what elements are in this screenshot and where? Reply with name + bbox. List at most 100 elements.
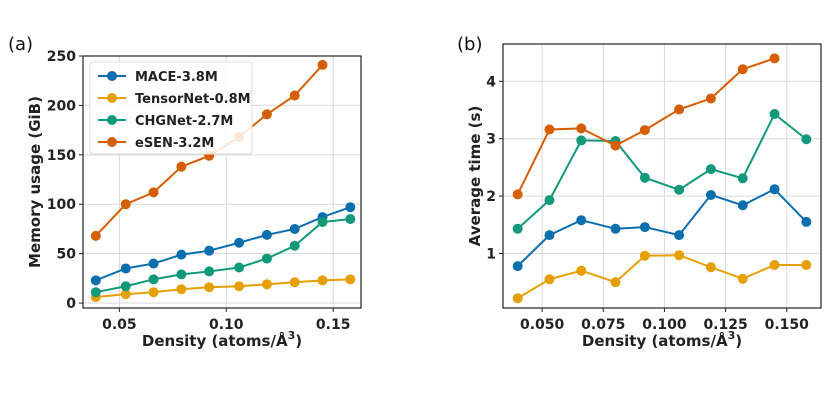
data-point-mace-3-8m — [639, 222, 650, 233]
data-point-esen-3-2m — [639, 125, 650, 136]
y-tick-label: 2 — [486, 189, 496, 205]
data-point-esen-3-2m — [317, 59, 328, 70]
y-tick-label: 4 — [486, 74, 496, 90]
data-point-esen-3-2m — [176, 161, 187, 172]
data-point-tensornet-0-8m — [769, 259, 780, 270]
data-point-tensornet-0-8m — [801, 259, 812, 270]
legend-box — [89, 61, 253, 155]
data-point-mace-3-8m — [610, 223, 621, 234]
data-point-chgnet-2-7m — [544, 195, 555, 206]
data-point-mace-3-8m — [90, 275, 101, 286]
series-line-mace-3-8m — [516, 187, 808, 267]
data-point-mace-3-8m — [261, 229, 272, 240]
data-point-tensornet-0-8m — [705, 262, 716, 273]
data-point-mace-3-8m — [737, 200, 748, 211]
y-tick-label: 0 — [66, 296, 76, 312]
y-tick-label: 50 — [57, 247, 77, 263]
data-point-mace-3-8m — [204, 245, 215, 256]
legend-label-tensornet-0-8m: TensorNet-0.8M — [135, 92, 251, 107]
x-tick-label: 0.150 — [765, 317, 810, 333]
data-point-esen-3-2m — [769, 53, 780, 64]
legend-label-chgnet-2-7m: CHGNet-2.7M — [135, 114, 233, 129]
data-point-esen-3-2m — [120, 199, 131, 210]
data-point-esen-3-2m — [90, 230, 101, 241]
legend-marker-tensornet-0-8m — [107, 93, 117, 103]
y-axis-label: Memory usage (GiB) — [26, 96, 44, 268]
data-point-chgnet-2-7m — [234, 262, 245, 273]
data-point-tensornet-0-8m — [261, 279, 272, 290]
series-line-chgnet-2-7m — [517, 112, 807, 230]
data-point-tensornet-0-8m — [639, 250, 650, 261]
data-point-chgnet-2-7m — [512, 223, 523, 234]
data-point-mace-3-8m — [801, 216, 812, 227]
panel-a-memory-chart: 0 50 100 150 200 250 0.05 0.10 0.15 (a) Memory usa… — [8, 34, 362, 350]
data-point-esen-3-2m — [576, 123, 587, 134]
legend: MACE-3.8M TensorNet-0.8M CHGNet-2.7M eSEN-3… — [89, 61, 253, 155]
data-point-chgnet-2-7m — [289, 240, 300, 251]
data-point-chgnet-2-7m — [176, 269, 187, 280]
data-point-tensornet-0-8m — [148, 287, 159, 298]
data-point-tensornet-0-8m — [544, 274, 555, 285]
x-axis-label-close: ) — [295, 332, 302, 350]
data-point-chgnet-2-7m — [639, 172, 650, 183]
data-point-chgnet-2-7m — [204, 266, 215, 277]
data-point-mace-3-8m — [148, 258, 159, 269]
data-point-tensornet-0-8m — [176, 284, 187, 295]
data-point-esen-3-2m — [674, 104, 685, 115]
data-point-chgnet-2-7m — [801, 134, 812, 145]
data-point-tensornet-0-8m — [204, 282, 215, 293]
data-point-mace-3-8m — [769, 184, 780, 195]
y-tick-label: 1 — [486, 246, 496, 262]
data-point-esen-3-2m — [705, 93, 716, 104]
data-point-chgnet-2-7m — [705, 164, 716, 175]
legend-label-esen-3-2m: eSEN-3.2M — [135, 136, 214, 151]
data-point-chgnet-2-7m — [769, 109, 780, 120]
x-tick-label: 0.125 — [703, 317, 747, 333]
legend-label-mace-3-8m: MACE-3.8M — [135, 70, 218, 85]
data-point-mace-3-8m — [544, 230, 555, 241]
data-point-chgnet-2-7m — [737, 173, 748, 184]
x-axis-label-close: ) — [735, 332, 742, 350]
legend-marker-chgnet-2-7m — [107, 115, 117, 125]
panel-b-time-chart: 1 2 3 4 0.050 0.075 0.100 0.125 0.150 (b) Average … — [457, 34, 822, 350]
data-point-esen-3-2m — [610, 140, 621, 151]
data-point-tensornet-0-8m — [345, 274, 356, 285]
data-point-mace-3-8m — [176, 249, 187, 260]
x-axis-label: Density (atoms/Å3) — [142, 329, 302, 350]
plot-frame — [82, 55, 362, 309]
data-point-mace-3-8m — [674, 230, 685, 241]
series-line-chgnet-2-7m — [95, 218, 351, 294]
data-point-chgnet-2-7m — [674, 184, 685, 195]
data-point-esen-3-2m — [737, 64, 748, 75]
data-point-mace-3-8m — [234, 237, 245, 248]
data-point-tensornet-0-8m — [512, 293, 523, 304]
x-tick-label: 0.050 — [520, 317, 565, 333]
data-point-chgnet-2-7m — [120, 281, 131, 292]
legend-marker-mace-3-8m — [107, 71, 117, 81]
data-point-mace-3-8m — [120, 263, 131, 274]
data-point-tensornet-0-8m — [289, 277, 300, 288]
x-tick-label: 0.100 — [642, 317, 687, 333]
panel-label: (b) — [457, 34, 482, 55]
data-point-chgnet-2-7m — [345, 214, 356, 225]
data-point-mace-3-8m — [289, 223, 300, 234]
x-tick-label: 0.05 — [102, 317, 137, 333]
x-axis-label-superscript: 3 — [288, 329, 296, 342]
data-point-tensornet-0-8m — [317, 275, 328, 286]
x-tick-label: 0.15 — [316, 317, 351, 333]
series-line-mace-3-8m — [95, 206, 351, 282]
x-tick-label: 0.075 — [581, 317, 625, 333]
data-point-esen-3-2m — [148, 187, 159, 198]
x-axis-label-main: Density (atoms/Å — [142, 331, 288, 350]
data-point-tensornet-0-8m — [610, 277, 621, 288]
data-point-chgnet-2-7m — [90, 287, 101, 298]
y-tick-label: 250 — [47, 49, 76, 65]
data-point-mace-3-8m — [345, 202, 356, 213]
legend-marker-esen-3-2m — [107, 137, 117, 147]
data-point-chgnet-2-7m — [317, 217, 328, 228]
panel-label: (a) — [8, 34, 33, 55]
series-line-tensornet-0-8m — [517, 254, 807, 300]
data-point-mace-3-8m — [576, 215, 587, 226]
data-point-tensornet-0-8m — [234, 281, 245, 292]
